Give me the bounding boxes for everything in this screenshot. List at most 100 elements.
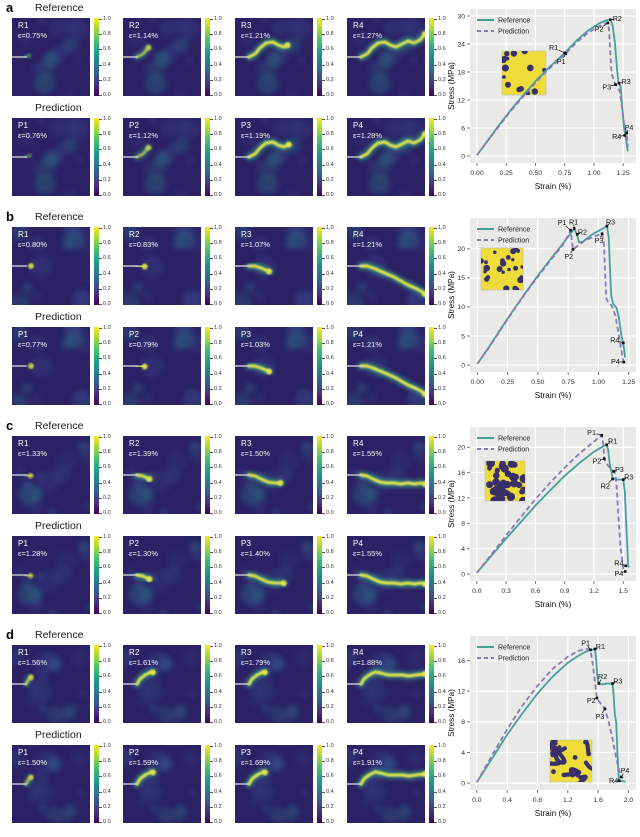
microstructure-dot: [483, 270, 487, 274]
heatmap-noise-blob: [353, 32, 369, 47]
heatmap-noise-blob: [34, 651, 58, 674]
series-line-prediction: [476, 648, 624, 783]
y-tick-label: 18: [457, 69, 465, 76]
heatmap-noise-blob: [267, 52, 280, 66]
crack-core: [247, 473, 283, 485]
map-id-label: R1: [18, 230, 29, 239]
y-axis-label: Stress (MPa): [447, 689, 456, 737]
map-id-label: R4: [353, 648, 364, 657]
heatmap-noise-blob: [129, 32, 145, 47]
colorbar-tick-label: 1.0: [210, 225, 222, 231]
strain-heatmap-R3: [235, 436, 313, 514]
heatmap-noise-blob: [285, 704, 300, 719]
colorbar-tick-label: 0.6: [210, 46, 222, 53]
heatmap-noise-blob: [364, 235, 381, 252]
crack-tip-glow: [422, 671, 425, 677]
y-tick-label: 0: [461, 362, 465, 369]
heatmap-noise-blob: [397, 704, 412, 719]
colorbar: 1.0 0.8 0.6 0.4 0.2 0.0: [429, 743, 451, 825]
heatmap-noise-blob: [18, 132, 34, 147]
heatmap-noise-blob: [31, 392, 43, 404]
heatmap-noise-blob: [174, 187, 188, 196]
colorbar-gradient: [317, 118, 322, 196]
heatmap-noise-blob: [286, 187, 300, 196]
crack-tip-glow: [27, 363, 34, 369]
colorbar-tick-label: 1.0: [322, 225, 334, 231]
heatmap-noise-blob: [347, 748, 359, 768]
y-tick-label: 30: [457, 13, 465, 20]
heatmap-noise-blob: [300, 688, 309, 698]
crack-tip-glow: [422, 391, 425, 397]
heatmap-noise-blob: [347, 393, 365, 405]
panel-letter: b: [6, 209, 14, 224]
microstructure-dot: [481, 258, 484, 264]
annotation-marker: [589, 648, 592, 652]
x-tick-label: 0.8: [533, 797, 543, 804]
heatmap-noise-blob: [251, 597, 268, 614]
colorbar-tick-label: 0.6: [434, 46, 446, 53]
colorbar: 1.0 0.8 0.6 0.4 0.2 0.0: [205, 225, 227, 307]
heatmap-noise-blob: [63, 187, 77, 196]
heatmap-noise-blob: [25, 795, 38, 808]
heatmap-noise-blob: [35, 471, 46, 482]
microstructure-dot: [484, 260, 488, 265]
x-tick-label: 0.4: [502, 797, 512, 804]
annotation-label: R1: [549, 43, 558, 52]
map-id-label: R4: [353, 230, 364, 239]
heatmap-cell-P3: P3 ε=1.19% 1.0 0.8 0.6 0.4 0.2 0.0: [235, 116, 339, 198]
heatmap-noise-blob: [397, 804, 412, 819]
colorbar-gradient: [317, 18, 322, 96]
colorbar-tick-label: 0.4: [322, 270, 334, 277]
heatmap-cell-P3: P3 ε=1.69% 1.0 0.8 0.6 0.4 0.2 0.0: [235, 743, 339, 825]
colorbar-tick-label: 0.2: [434, 494, 446, 501]
colorbar-gradient: [429, 227, 434, 305]
heatmap-noise-blob: [182, 390, 201, 405]
annotation-label: P3: [602, 82, 611, 91]
heatmap-noise-blob: [300, 440, 313, 452]
map-id-label: R2: [129, 21, 140, 30]
heatmap-noise-blob: [257, 173, 278, 195]
x-tick-label: 0.3: [501, 588, 511, 595]
heatmap-noise-blob: [12, 327, 29, 342]
annotation-label: P4: [611, 357, 620, 366]
heatmap-noise-blob: [360, 695, 373, 708]
strain-heatmap-P2: [123, 118, 201, 196]
annotation-label: P3: [595, 236, 604, 245]
annotation-marker: [623, 570, 627, 573]
colorbar-tick-label: 0.6: [210, 673, 222, 680]
heatmap-noise-blob: [63, 327, 82, 337]
colorbar-tick-label: 0.6: [434, 255, 446, 262]
heatmap-noise-blob: [412, 688, 421, 698]
heatmap-noise-blob: [37, 118, 47, 125]
map-strain-label: ε=1.28%: [18, 549, 47, 558]
heatmap-noise-blob: [364, 335, 381, 352]
map-id-label: R3: [241, 230, 252, 239]
heatmap-noise-blob: [48, 609, 57, 614]
panel-letter: a: [6, 0, 14, 15]
colorbar-tick-label: 0.0: [434, 401, 446, 407]
annotation-marker: [618, 779, 621, 783]
map-strain-label: ε=0.77%: [18, 340, 47, 349]
annotation-label: P3: [596, 712, 605, 721]
heatmap-noise-blob: [12, 648, 24, 668]
map-id-label: R1: [18, 439, 29, 448]
heatmap-noise-blob: [248, 795, 261, 808]
strain-heatmap-R4: [347, 227, 425, 305]
heatmap-noise-blob: [35, 571, 46, 582]
annotation-label: P1: [581, 638, 590, 647]
heatmap-noise-blob: [155, 52, 168, 66]
series-line-reference: [476, 18, 629, 156]
heatmap-noise-blob: [366, 292, 378, 304]
colorbar-tick-label: 0.8: [99, 31, 111, 38]
strain-heatmap-P1: [12, 745, 90, 823]
colorbar-tick-label: 0.8: [434, 131, 446, 138]
colorbar-tick-label: 0.6: [99, 146, 111, 153]
colorbar-tick-label: 0.8: [322, 758, 334, 765]
heatmap-noise-blob: [361, 781, 377, 797]
y-tick-label: 12: [457, 97, 465, 104]
colorbar-tick-label: 0.0: [434, 510, 446, 516]
colorbar-tick-label: 1.0: [434, 225, 446, 231]
crack-tip-glow: [141, 363, 148, 370]
heatmap-noise-blob: [293, 749, 312, 768]
heatmap-noise-blob: [137, 781, 153, 797]
